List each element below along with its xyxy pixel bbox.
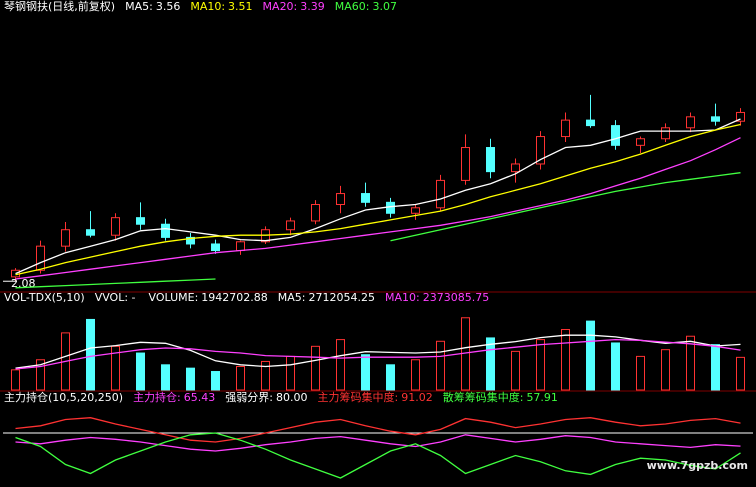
legend-value: 65.43	[184, 391, 216, 404]
candle-body	[311, 204, 320, 222]
candle-body	[386, 201, 395, 214]
volume-bar	[236, 365, 245, 391]
volume-bar	[411, 359, 420, 391]
volume-bar	[11, 369, 20, 391]
candle-body	[86, 229, 95, 236]
legend-value: 80.00	[276, 391, 308, 404]
candle-body	[461, 147, 470, 181]
candle-body	[511, 163, 520, 173]
candle-body	[136, 217, 145, 225]
legend-label: MA5:	[125, 0, 153, 13]
legend-label: MA5:	[278, 291, 306, 304]
legend-label: 主力筹码集中度:	[318, 390, 399, 404]
indicator-line	[15, 434, 741, 452]
legend-label: 主力持仓:	[133, 390, 181, 404]
legend-label: 散筹筹码集中度:	[443, 390, 524, 404]
candle-body	[536, 136, 545, 165]
candle-body	[636, 138, 645, 146]
volume-bar	[186, 367, 195, 391]
legend-label: 强弱分界:	[225, 391, 273, 404]
volume-bar	[686, 335, 695, 391]
volume-bar	[711, 344, 720, 391]
panel-title: 主力持仓(10,5,20,250)	[4, 390, 123, 404]
legend-value: 3.39	[300, 0, 325, 13]
candle-body	[611, 125, 620, 146]
candle-body	[561, 119, 570, 138]
volume-bar	[486, 337, 495, 391]
volume-bar	[611, 342, 620, 391]
indicator-line	[15, 137, 741, 280]
candle-body	[161, 223, 170, 238]
indicator-line	[15, 417, 741, 443]
volume-bar	[586, 320, 595, 391]
volume-bar	[661, 349, 670, 391]
legend-value: 57.91	[526, 391, 558, 404]
legend-label: VOLUME:	[149, 291, 199, 304]
volume-bar	[736, 356, 745, 391]
legend-value: 2712054.25	[309, 291, 375, 304]
volume-bar	[361, 354, 370, 391]
indicator-line	[15, 172, 741, 289]
candle-body	[411, 207, 420, 214]
volume-bar	[511, 350, 520, 391]
volume-bar	[261, 360, 270, 391]
candle-body	[661, 127, 670, 140]
watermark: www.7gpzb.com	[647, 459, 748, 472]
legend-label: VVOL: -	[95, 291, 136, 304]
candle-body	[336, 193, 345, 206]
panel-title: VOL-TDX(5,10)	[4, 291, 85, 304]
candle-body	[711, 116, 720, 122]
candle-body	[361, 193, 370, 203]
volume-bar	[111, 345, 120, 391]
legend-value: 2373085.75	[423, 291, 489, 304]
volume-bar	[336, 339, 345, 391]
panel-title: 琴钢钢扶(日线,前复权)	[4, 0, 115, 13]
candle-body	[111, 217, 120, 236]
indicator-line	[15, 338, 741, 370]
candle-body	[61, 229, 70, 247]
candle-body	[286, 220, 295, 231]
legend-value: 1942702.88	[201, 291, 267, 304]
candle-body	[211, 243, 220, 252]
indicator-line	[15, 123, 741, 276]
indicator-line	[15, 118, 741, 275]
volume-bar	[86, 318, 95, 391]
volume-bar	[161, 364, 170, 391]
candle-body	[486, 147, 495, 173]
low-label: 2.08	[11, 277, 36, 290]
volume-bar	[386, 364, 395, 391]
candle-body	[736, 111, 745, 122]
volume-bar	[561, 329, 570, 391]
volume-bar	[36, 359, 45, 391]
volume-bar	[211, 371, 220, 391]
indicator-line	[15, 334, 741, 369]
legend-value: 3.51	[228, 0, 253, 13]
legend-value: 91.02	[401, 391, 433, 404]
volume-bar	[436, 340, 445, 391]
legend-value: 3.07	[372, 0, 397, 13]
indicator-line	[15, 432, 741, 479]
candle-body	[686, 116, 695, 129]
volume-bar	[636, 355, 645, 391]
legend-label: MA60:	[335, 0, 370, 13]
legend-label: MA10:	[190, 0, 225, 13]
candle-body	[36, 245, 45, 271]
volume-bar	[136, 352, 145, 391]
candle-body	[586, 119, 595, 127]
volume-bar	[286, 355, 295, 391]
legend-value: 3.56	[156, 0, 181, 13]
volume-bar	[311, 345, 320, 391]
legend-label: MA10:	[385, 291, 420, 304]
candle-body	[186, 236, 195, 245]
legend-label: MA20:	[263, 0, 298, 13]
volume-bar	[536, 339, 545, 391]
candle-body	[436, 179, 445, 209]
candle-body	[236, 241, 245, 252]
